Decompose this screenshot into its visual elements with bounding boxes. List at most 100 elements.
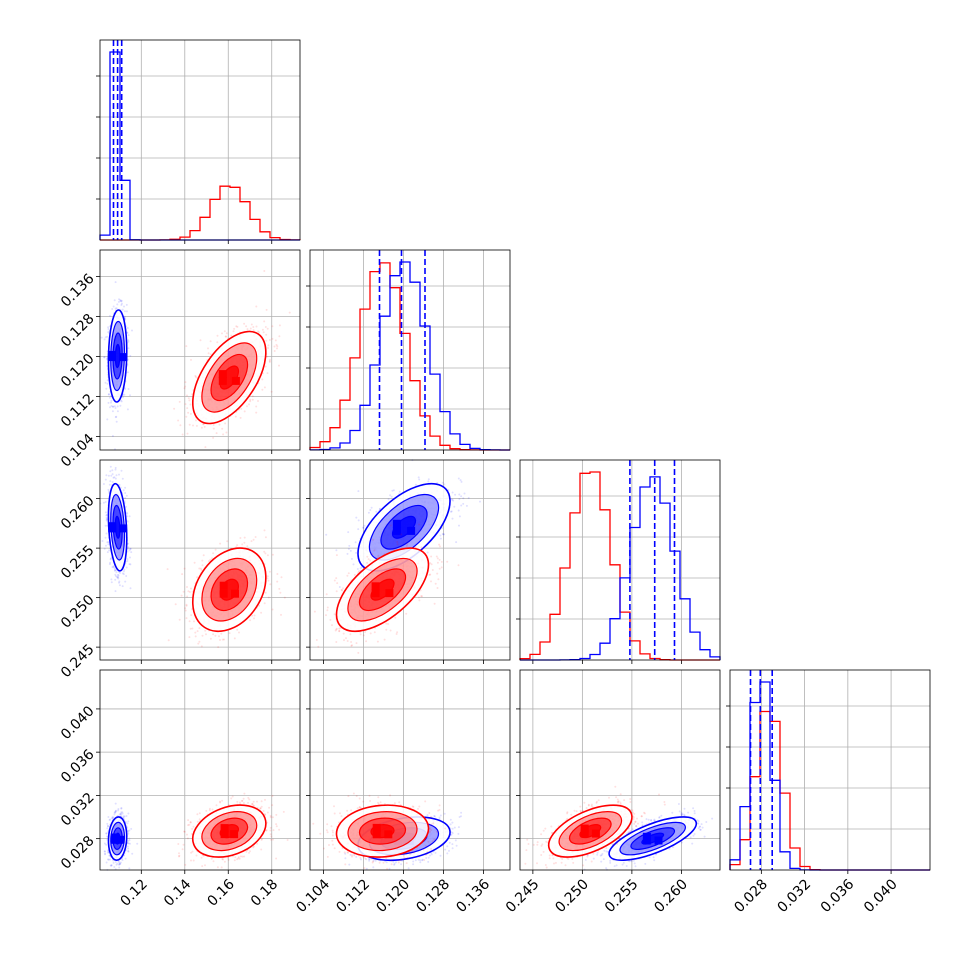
sample-point [180,594,183,597]
sample-point [111,473,114,476]
sample-point [375,510,378,513]
sample-point [393,548,396,551]
sample-point [228,632,231,635]
sample-point [346,552,349,555]
sample-point [241,543,244,546]
sample-point [124,486,127,489]
density-peak-bin [218,376,227,385]
sample-point [347,547,350,550]
sample-point [187,397,190,400]
sample-point [111,481,114,483]
density-peak-bin [219,589,228,598]
sample-point [261,388,264,391]
panel-1-1 [306,250,510,454]
sample-point [129,556,131,559]
sample-point [217,646,220,649]
density-peak-bin [219,581,228,590]
sample-point [122,489,125,492]
sample-point [265,308,268,311]
sample-point [267,347,270,349]
sample-point [115,571,118,574]
sample-point [114,477,117,480]
sample-point [109,406,111,409]
sample-point [357,528,360,531]
sample-point [454,493,457,496]
sample-point [430,580,432,583]
sample-point [193,620,195,623]
sample-point [216,334,219,337]
sample-point [107,393,110,396]
sample-point [123,568,126,571]
sample-point [250,323,253,326]
sample-point [283,596,286,599]
sample-point [119,299,122,301]
sample-point [126,558,129,561]
sample-point [325,533,328,536]
sample-point [249,398,252,401]
density-peak-bin [231,376,240,385]
sample-point [127,347,130,350]
sample-point [118,581,120,584]
sample-point [427,478,430,481]
sample-point [263,320,266,323]
sample-point [116,303,119,306]
sample-point [453,505,456,508]
sample-point [243,536,246,539]
sample-point [129,394,131,397]
sample-point [267,596,270,599]
sample-point [441,533,444,535]
sample-point [230,334,233,337]
sample-point [194,635,197,638]
sample-point [385,622,388,625]
sample-point [457,477,460,480]
sample-point [451,517,454,520]
sample-point [225,431,228,434]
sample-point [264,536,267,539]
sample-point [189,412,192,415]
sample-point [222,433,225,436]
sample-point [255,305,258,308]
sample-point [264,365,267,368]
sample-point [123,305,125,308]
sample-point [112,305,115,308]
sample-point [116,573,119,576]
sample-point [390,495,393,498]
sample-point [265,339,268,342]
sample-point [215,432,218,435]
sample-point [273,345,276,348]
sample-point [118,584,121,587]
sample-point [243,410,246,413]
sample-point [387,498,390,501]
sample-point [179,424,182,427]
sample-point [243,322,246,325]
sample-point [240,407,243,410]
sample-point [120,304,123,306]
sample-point [219,542,222,545]
sample-point [463,492,466,495]
sample-point [186,595,189,598]
sample-point [181,433,184,436]
density-peak-bin [108,524,117,533]
sample-point [219,639,221,641]
sample-point [264,326,267,328]
sample-point [252,326,255,328]
sample-point [243,541,246,544]
sample-point [110,581,113,584]
sample-point [205,633,207,636]
sample-point [335,554,338,557]
sample-point [195,424,198,427]
sample-point [246,328,249,331]
sample-point [276,347,278,350]
sample-point [166,568,169,571]
sample-point [107,331,110,334]
sample-point [212,633,215,636]
sample-point [274,339,277,342]
sample-point [200,569,203,571]
sample-point [109,465,112,468]
sample-point [212,552,215,555]
sample-point [104,478,107,481]
sample-point [209,340,212,343]
sample-point [117,300,120,303]
sample-point [127,371,129,374]
sample-point [387,623,390,625]
